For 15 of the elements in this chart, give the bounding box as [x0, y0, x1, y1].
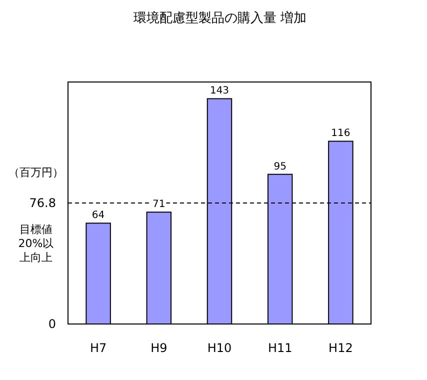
data-label: 95	[274, 161, 286, 172]
x-tick-label: H10	[207, 341, 232, 355]
data-label: 64	[92, 210, 105, 222]
x-tick-label: H12	[328, 341, 353, 355]
x-tick-label: H9	[150, 341, 168, 355]
y-tick-label: 76.8	[29, 196, 56, 210]
y-axis-title: （百万円）	[8, 166, 64, 179]
data-label: 143	[210, 86, 230, 97]
y-tick-label: 0	[48, 317, 56, 331]
data-label: 71	[152, 199, 166, 210]
data-label: 116	[331, 128, 350, 140]
chart-title: 環境配慮型製品の購入量 増加	[133, 10, 307, 26]
x-tick-label: H11	[268, 341, 292, 355]
x-tick-label: H7	[90, 341, 107, 355]
ref-line-label: 目標値20%以上向上	[18, 223, 54, 264]
